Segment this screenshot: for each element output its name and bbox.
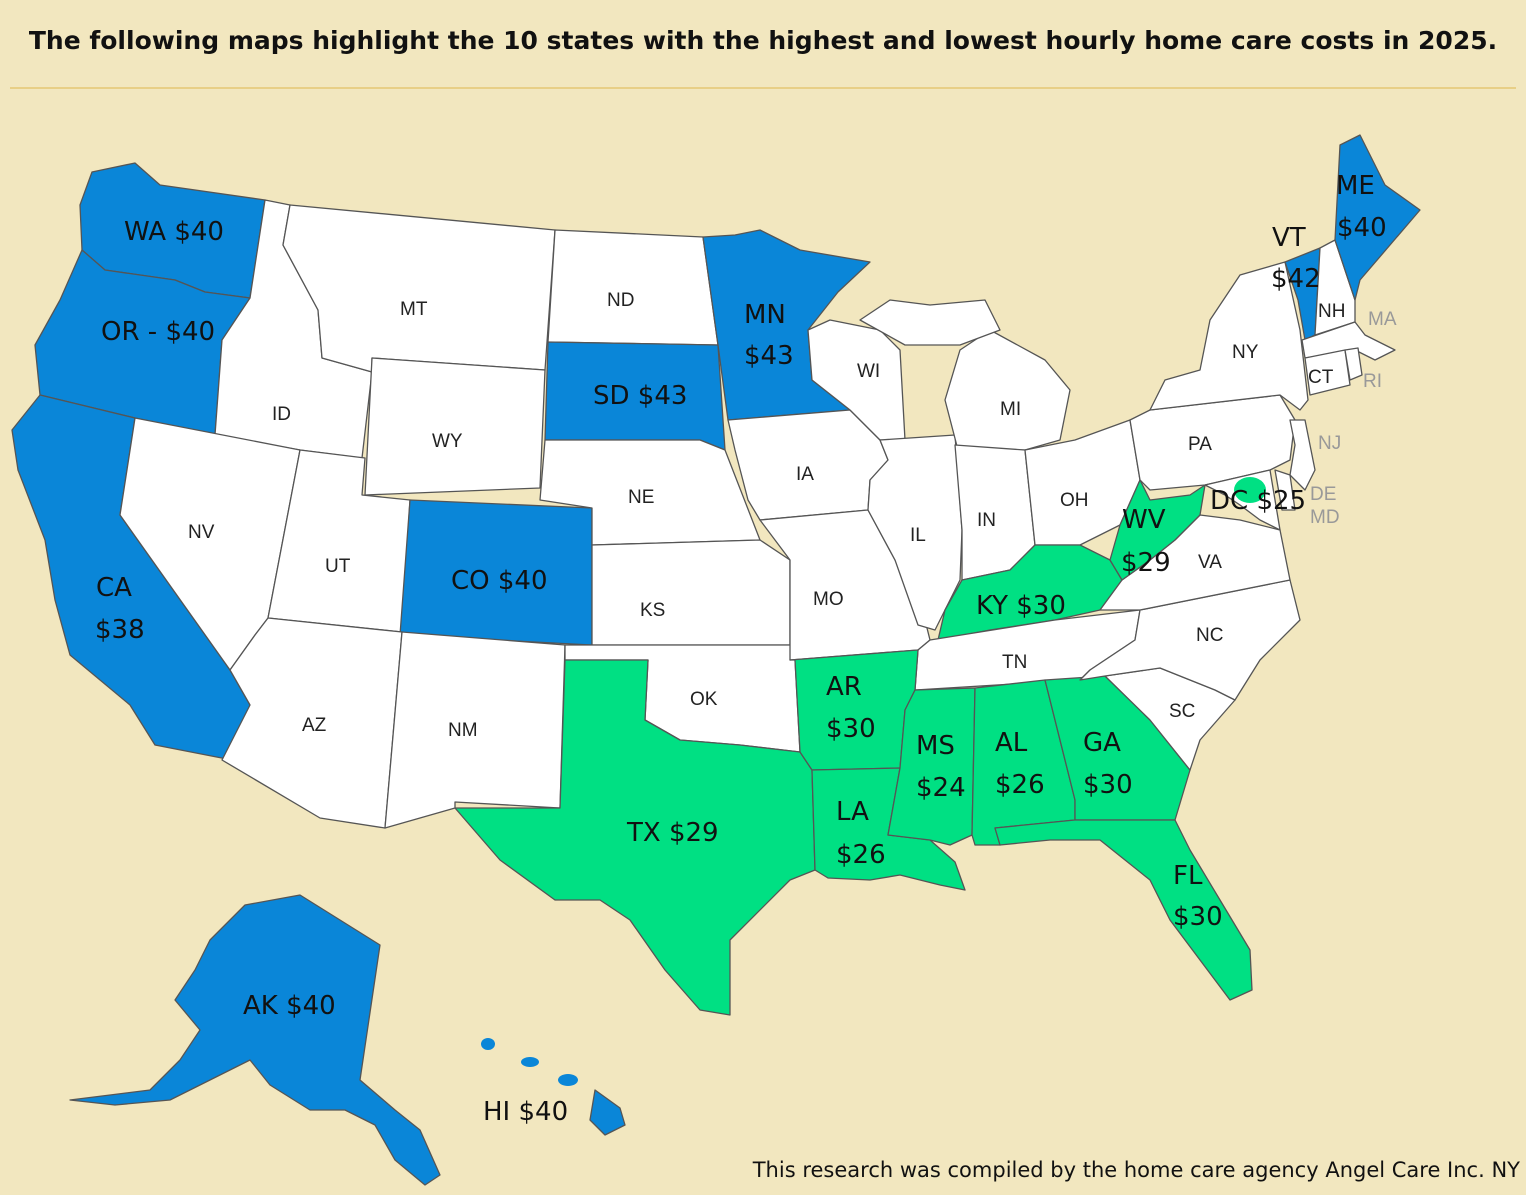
hawaii-island-oahu — [521, 1057, 539, 1067]
label-tn: TN — [1002, 652, 1027, 673]
state-ri[interactable] — [1344, 347, 1363, 381]
state-ak[interactable] — [69, 894, 441, 1186]
label-id: ID — [272, 404, 291, 425]
label-vt-code: VT — [1272, 223, 1306, 253]
label-wa: WA $40 — [124, 217, 224, 247]
state-mn[interactable] — [702, 229, 871, 421]
state-nh[interactable] — [1314, 239, 1356, 336]
state-nj[interactable] — [1289, 419, 1316, 491]
state-hi[interactable] — [589, 1089, 626, 1136]
label-sd: SD $43 — [593, 381, 687, 411]
label-ks: KS — [640, 600, 665, 621]
state-mi[interactable] — [944, 329, 1071, 451]
label-ne: NE — [628, 487, 654, 508]
label-wi: WI — [857, 361, 880, 382]
label-la-cost: $26 — [836, 840, 886, 870]
state-me[interactable] — [1334, 134, 1421, 301]
label-ca-code: CA — [96, 573, 132, 603]
label-fl-cost: $30 — [1173, 902, 1223, 932]
label-nc: NC — [1196, 625, 1223, 646]
label-de: DE — [1310, 484, 1336, 505]
label-me-code: ME — [1336, 171, 1375, 201]
label-ct: CT — [1308, 367, 1334, 388]
label-nv: NV — [188, 522, 215, 543]
state-mi-upper[interactable] — [859, 299, 1001, 346]
label-ak: AK $40 — [243, 991, 336, 1021]
state-de[interactable] — [1274, 469, 1296, 511]
state-ct[interactable] — [1304, 349, 1351, 396]
label-wv-code: WV — [1122, 505, 1166, 535]
label-ar-cost: $30 — [826, 714, 876, 744]
label-ar-code: AR — [826, 672, 862, 702]
label-nd: ND — [607, 290, 634, 311]
state-fl[interactable] — [994, 819, 1253, 1001]
state-nd[interactable] — [547, 229, 719, 346]
label-hi: HI $40 — [483, 1097, 568, 1127]
label-al-code: AL — [995, 728, 1028, 758]
page-title: The following maps highlight the 10 stat… — [28, 26, 1498, 55]
state-nc[interactable] — [1079, 579, 1301, 701]
label-ca-cost: $38 — [95, 615, 145, 645]
label-ma: MA — [1368, 309, 1397, 330]
state-ks[interactable] — [591, 539, 791, 646]
state-dc[interactable] — [1234, 477, 1266, 503]
label-mn-code: MN — [744, 300, 786, 330]
label-me-cost: $40 — [1337, 213, 1387, 243]
label-ut: UT — [325, 556, 351, 577]
label-ms-cost: $24 — [916, 773, 966, 803]
state-wy[interactable] — [364, 357, 546, 496]
label-mo: MO — [813, 589, 844, 610]
hawaii-island-maui — [558, 1074, 578, 1086]
state-wv[interactable] — [1109, 479, 1206, 581]
label-wv-cost: $29 — [1121, 548, 1171, 578]
label-wy: WY — [432, 431, 463, 452]
label-nm: NM — [448, 720, 478, 741]
label-dc: DC $25 — [1210, 486, 1306, 516]
label-ia: IA — [796, 464, 814, 485]
label-sc: SC — [1169, 701, 1195, 722]
label-mn-cost: $43 — [744, 341, 794, 371]
label-mi: MI — [1000, 399, 1021, 420]
label-or: OR - $40 — [101, 317, 215, 347]
label-tx: TX $29 — [626, 818, 719, 848]
label-al-cost: $26 — [995, 770, 1045, 800]
state-mt[interactable] — [282, 204, 556, 373]
label-ms-code: MS — [916, 731, 955, 761]
label-co: CO $40 — [451, 566, 548, 596]
title-divider — [10, 87, 1516, 89]
label-in: IN — [977, 510, 996, 531]
label-ga-code: GA — [1083, 728, 1121, 758]
hawaii-island-kauai — [481, 1038, 495, 1050]
state-tx[interactable] — [454, 659, 816, 1016]
label-la-code: LA — [836, 797, 869, 827]
label-vt-cost: $42 — [1271, 264, 1321, 294]
label-nh: NH — [1318, 301, 1345, 322]
label-va: VA — [1198, 552, 1222, 573]
label-ky: KY $30 — [976, 591, 1066, 621]
label-az: AZ — [302, 715, 327, 736]
label-ok: OK — [690, 689, 718, 710]
label-ny: NY — [1232, 342, 1259, 363]
label-il: IL — [910, 525, 926, 546]
label-fl-code: FL — [1173, 861, 1203, 891]
label-oh: OH — [1060, 490, 1089, 511]
label-md: MD — [1310, 507, 1340, 528]
state-ar[interactable] — [789, 649, 919, 771]
footer-credit: This research was compiled by the home c… — [752, 1158, 1520, 1182]
label-ga-cost: $30 — [1083, 770, 1133, 800]
label-nj: NJ — [1318, 433, 1341, 454]
label-mt: MT — [400, 299, 428, 320]
label-pa: PA — [1188, 434, 1212, 455]
label-ri: RI — [1363, 371, 1382, 392]
